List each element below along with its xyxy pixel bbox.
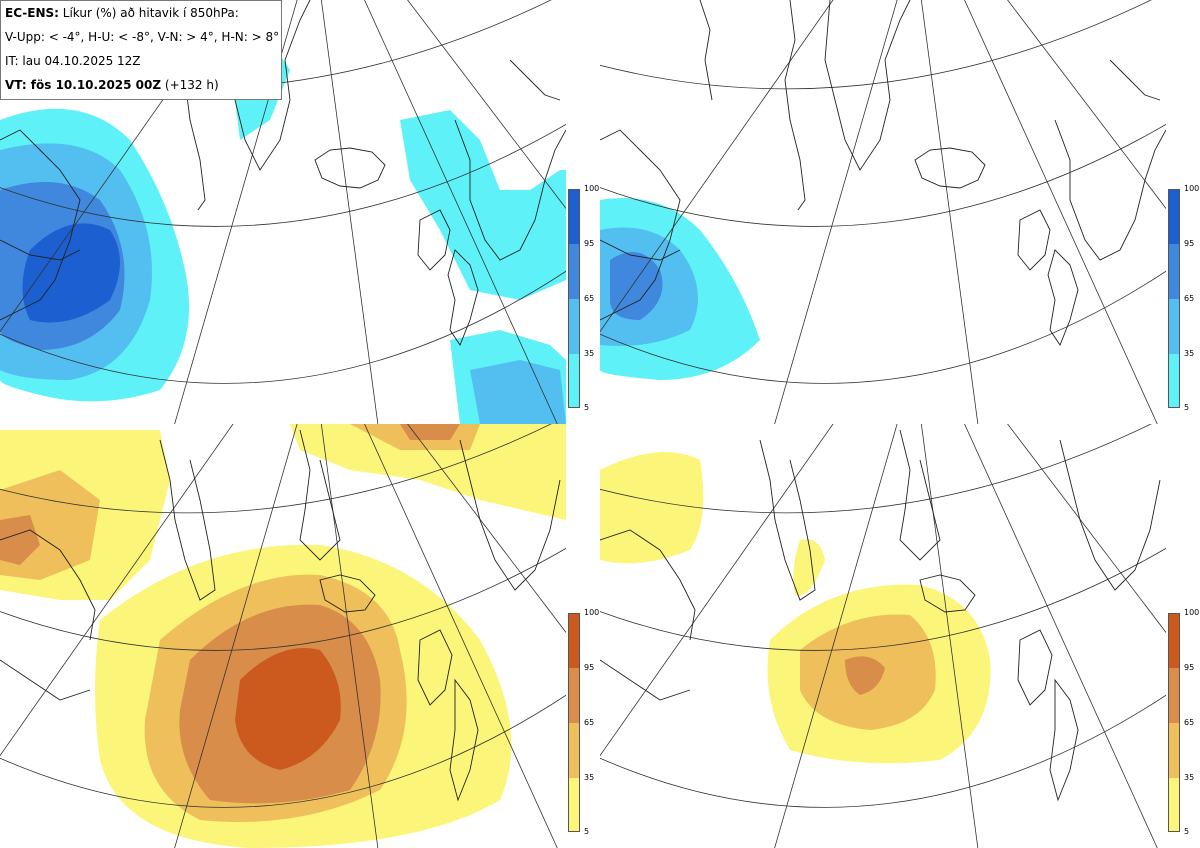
tick-5: 5 <box>1184 827 1190 836</box>
colorbar-segment <box>1168 723 1180 778</box>
tick-5: 5 <box>584 403 590 412</box>
colorbar-warm-lower-right: 100 95 65 35 5 <box>1168 609 1199 836</box>
colorbar-segment <box>1168 668 1180 723</box>
tick-100: 100 <box>584 184 600 193</box>
colorbar-segment <box>1168 189 1180 244</box>
colorbar-segment <box>1168 299 1180 354</box>
map-lower-left <box>0 424 566 848</box>
colorbar-segment <box>1168 613 1180 668</box>
colorbar-segment <box>568 613 580 668</box>
tick-65: 65 <box>584 718 595 727</box>
tick-35: 35 <box>584 349 595 358</box>
colorbar-segment <box>568 723 580 778</box>
colorbar-segment <box>568 778 580 832</box>
panel-lower-right <box>600 424 1166 848</box>
colorbar-segment <box>568 244 580 299</box>
tick-100: 100 <box>1184 608 1200 617</box>
shading-cold-upper-right <box>600 198 760 380</box>
tick-65: 65 <box>1184 294 1195 303</box>
tick-5: 5 <box>1184 403 1190 412</box>
tick-65: 65 <box>584 294 595 303</box>
tick-100: 100 <box>584 608 600 617</box>
colorbar-segment <box>568 299 580 354</box>
tick-95: 95 <box>584 239 595 248</box>
tick-35: 35 <box>1184 349 1195 358</box>
colorbar-cold-upper-right: 100 95 65 35 5 <box>1168 185 1199 412</box>
shading-warm-lower-left <box>0 424 566 848</box>
tick-5: 5 <box>584 827 590 836</box>
tick-100: 100 <box>1184 184 1200 193</box>
colorbar-segment <box>1168 778 1180 832</box>
colorbar-segment <box>568 354 580 408</box>
map-upper-left <box>0 0 566 424</box>
info-line-3: IT: lau 04.10.2025 12Z <box>5 54 141 68</box>
map-lower-right <box>600 424 1166 848</box>
tick-95: 95 <box>1184 239 1195 248</box>
panel-upper-left: EC-ENS: Líkur (%) að hitavik í 850hPa: V… <box>0 0 566 424</box>
info-line-4: VT: fös 10.10.2025 00Z (+132 h) <box>5 78 219 92</box>
colorbar-segment <box>568 668 580 723</box>
colorbar-segment <box>568 189 580 244</box>
shading-cold-upper-left <box>0 40 566 424</box>
panel-lower-left <box>0 424 566 848</box>
tick-65: 65 <box>1184 718 1195 727</box>
colorbar-segment <box>1168 354 1180 408</box>
info-box: EC-ENS: Líkur (%) að hitavik í 850hPa: V… <box>0 0 282 100</box>
tick-35: 35 <box>1184 773 1195 782</box>
tick-35: 35 <box>584 773 595 782</box>
panel-upper-right <box>600 0 1166 424</box>
colorbar-segment <box>1168 244 1180 299</box>
info-line-2: V-Upp: < -4°, H-U: < -8°, V-N: > 4°, H-N… <box>5 30 280 44</box>
colorbar-warm-lower-left: 100 95 65 35 5 <box>568 609 599 836</box>
tick-95: 95 <box>584 663 595 672</box>
colorbar-cold-upper-left: 100 95 65 35 5 <box>568 185 599 412</box>
info-line-1: EC-ENS: Líkur (%) að hitavik í 850hPa: <box>5 6 239 20</box>
map-upper-right <box>600 0 1166 424</box>
tick-95: 95 <box>1184 663 1195 672</box>
